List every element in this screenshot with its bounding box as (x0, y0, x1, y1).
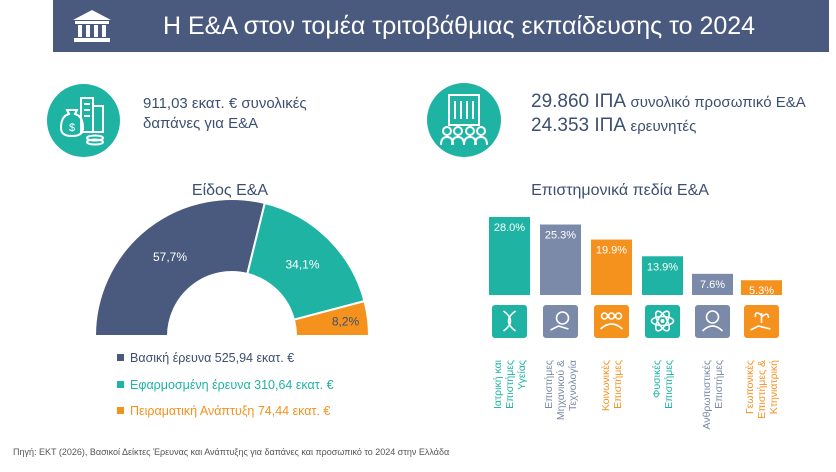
kpi-personnel-value: 29.860 ΙΠΑ (531, 91, 627, 112)
field-icon-box (492, 305, 527, 338)
x-tick-label: Επιστήμες Μηχανικού & Τεχνολογία (542, 360, 579, 421)
bar-data-label: 5.3% (749, 285, 774, 297)
field-icon-box (695, 305, 730, 338)
legend-item-applied-research: Εφαρμοσμένη έρευνα 310,64 εκατ. € (117, 378, 334, 392)
bar-chart-title: Επιστημονικά πεδία Ε&Α (531, 182, 709, 199)
kpi-personnel-label: συνολικό προσωπικό Ε&Α (630, 94, 806, 111)
kpi-spending-line2: δαπάνες για Ε&Α (143, 115, 259, 132)
kpi-researchers-label: ερευνητές (630, 118, 697, 135)
kpi-researchers-line: 24.353 ΙΠΑ ερευνητές (531, 115, 806, 137)
bar-data-label: 28.0% (494, 222, 525, 234)
gear-hand-icon (550, 311, 570, 331)
bar (741, 280, 782, 295)
building-people-icon (440, 94, 488, 146)
legend-swatch (117, 407, 124, 414)
donut-slice-experimental (292, 299, 371, 337)
kpi-spending-line1: 911,03 εκατ. € συνολικές (143, 95, 307, 112)
bar-data-label: 19.9% (596, 245, 627, 257)
atom-icon (650, 310, 675, 332)
svg-text:$: $ (69, 122, 75, 134)
bar-data-label: 7.6% (700, 279, 725, 291)
personnel-kpi-icon (427, 83, 501, 157)
legend-swatch (117, 354, 124, 361)
dna-icon (503, 310, 516, 332)
donut-data-label: 57,7% (153, 250, 187, 264)
x-tick-label: Ανθρωπιστικές Επιστήμες (700, 360, 725, 430)
bar (489, 217, 530, 295)
plant-hand-icon (750, 312, 771, 331)
donut-data-label: 8,2% (332, 314, 360, 328)
x-tick-label: Φυσικές Επιστήμες (650, 360, 675, 409)
legend-label: Βασική έρευνα 525,94 εκατ. € (130, 351, 295, 365)
kpi-researchers-value: 24.353 ΙΠΑ (531, 115, 627, 136)
people-group-icon (599, 312, 624, 330)
legend-swatch (117, 381, 124, 388)
bar (692, 273, 733, 295)
legend-label: Πειραματική Ανάπτυξη 74,44 εκατ. € (130, 404, 331, 418)
field-icon-box (594, 305, 629, 338)
source-note: Πηγή: ΕΚΤ (2026), Βασικοί Δείκτες Έρευνα… (13, 447, 450, 457)
university-building-icon (73, 10, 111, 42)
x-tick-label: Γεωπονικές Επιστήμες & Κτηνιατρική (743, 360, 780, 419)
donut-chart-title: Είδος Ε&Α (191, 182, 269, 199)
donut-slice-basic (93, 198, 267, 337)
bar-data-label: 13.9% (647, 261, 678, 273)
donut-slice-applied (246, 201, 366, 321)
x-tick-label: Ιατρική και Επιστήμες Υγείας (491, 360, 528, 409)
bar (591, 239, 632, 295)
page-title: Η Ε&Α στον τομέα τριτοβάθμιας εκπαίδευση… (163, 12, 756, 40)
donut-data-label: 34,1% (285, 257, 319, 271)
x-tick-label: Κοινωνικές Επιστήμες (599, 360, 624, 412)
kpi-personnel-line1: 29.860 ΙΠΑ συνολικό προσωπικό Ε&Α (531, 91, 806, 113)
legend-label: Εφαρμοσμένη έρευνα 310,64 εκατ. € (130, 378, 334, 392)
person-head-icon (701, 310, 724, 332)
legend-item-basic-research: Βασική έρευνα 525,94 εκατ. € (117, 351, 294, 365)
spending-kpi-icon: $ (47, 84, 120, 157)
legend-item-experimental-development: Πειραματική Ανάπτυξη 74,44 εκατ. € (117, 404, 330, 418)
bar (642, 256, 683, 295)
money-bag-buildings-icon: $ (59, 97, 104, 146)
field-icon-box (543, 305, 578, 338)
bar (540, 224, 581, 295)
bar-data-label: 25.3% (545, 230, 576, 242)
header-banner: Η Ε&Α στον τομέα τριτοβάθμιας εκπαίδευση… (53, 0, 829, 52)
kpi-spending-text: 911,03 εκατ. € συνολικές (143, 95, 307, 112)
